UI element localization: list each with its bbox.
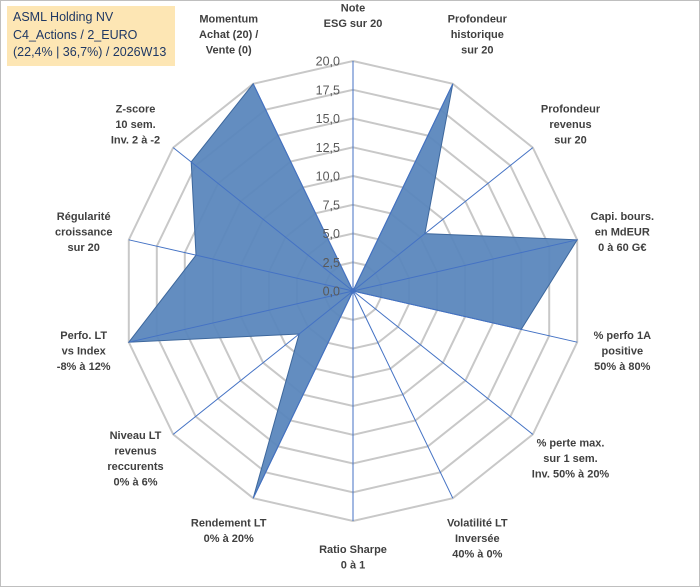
axis-label-line: Perfo. LT — [60, 330, 107, 342]
axis-label-line: Niveau LT — [110, 430, 162, 442]
axis-label-line: Profondeur — [448, 14, 508, 26]
axis-label-line: Inversée — [455, 533, 500, 545]
axis-label-line: sur 1 sem. — [543, 453, 597, 465]
axis-spoke — [352, 239, 578, 292]
axis-label-line: revenus — [114, 445, 156, 457]
tick-label: 10,0 — [316, 170, 340, 184]
axis-label-line: en MdEUR — [595, 226, 650, 238]
axis-label-line: 0% à 20% — [204, 533, 254, 545]
tick-label: 15,0 — [316, 112, 340, 126]
tick-label: 2,5 — [323, 256, 340, 270]
axis-label: Perfo. LT vs Index -8% à 12% — [57, 330, 111, 373]
axis-label-line: Profondeur — [541, 103, 601, 115]
axis-label: Volatilité LT Inversée 40% à 0% — [447, 518, 508, 561]
axis-spoke — [252, 83, 354, 292]
axis-spoke — [352, 290, 534, 435]
axis-label-line: 40% à 0% — [452, 549, 502, 561]
tick-label: 5,0 — [323, 227, 340, 241]
axis-label: % perte max. sur 1 sem. Inv. 50% à 20% — [532, 438, 610, 481]
axis-label-line: sur 20 — [554, 134, 586, 146]
axis-label-line: Rendement LT — [191, 518, 267, 530]
tick-label: 12,5 — [316, 141, 340, 155]
tick-label: 17,5 — [316, 83, 340, 97]
title-line-2: C4_Actions / 2_EURO — [13, 27, 138, 42]
axis-label-line: sur 20 — [67, 242, 99, 254]
axis-label-line: Régularité — [57, 211, 111, 223]
axis-label: Rendement LT 0% à 20% — [191, 518, 267, 546]
axis-label-line: Z-score — [116, 103, 156, 115]
axis-label-line: 0 à 1 — [341, 560, 365, 572]
axis-label: Note ESG sur 20 — [324, 3, 383, 31]
axis-label-line: historique — [451, 29, 504, 41]
axis-label: Z-score 10 sem. Inv. 2 à -2 — [111, 103, 160, 146]
axis-label: Profondeur revenus sur 20 — [541, 103, 601, 146]
axis-spoke — [172, 147, 354, 292]
axis-label-line: croissance — [55, 226, 112, 238]
axis-label: Profondeur historique sur 20 — [448, 14, 508, 57]
axis-spoke — [128, 239, 354, 292]
tick-label: 20,0 — [316, 55, 340, 69]
axis-spoke — [172, 290, 354, 435]
axis-label-layer: Note ESG sur 20 Profondeur historique sur 20… — [55, 3, 654, 572]
axis-spoke — [352, 147, 534, 292]
axis-label-line: revenus — [549, 119, 591, 131]
axis-label-line: % perte max. — [537, 438, 605, 450]
axis-label-line: vs Index — [62, 346, 107, 358]
axis-label-line: Volatilité LT — [447, 518, 508, 530]
series-layer — [127, 61, 579, 521]
axis-label: Ratio Sharpe 0 à 1 — [319, 544, 387, 572]
axis-label: Momentum Achat (20) / Vente (0) — [199, 14, 258, 57]
axis-label-line: Momentum — [199, 14, 258, 26]
tick-layer: 0,0 2,5 5,0 7,5 10,0 12,5 15,0 17,5 20,0 — [316, 55, 340, 299]
axis-label: Capi. bours. en MdEUR 0 à 60 G€ — [591, 211, 655, 254]
axis-label-line: Vente (0) — [206, 45, 252, 57]
axis-label-line: Inv. 2 à -2 — [111, 134, 160, 146]
axis-label-line: Ratio Sharpe — [319, 544, 387, 556]
axis-spoke — [352, 83, 454, 292]
title-box: ASML Holding NV C4_Actions / 2_EURO (22,… — [7, 6, 175, 66]
axis-label-line: ESG sur 20 — [324, 18, 383, 30]
axis-label: % perfo 1A positive 50% à 80% — [594, 330, 652, 373]
axis-label-line: -8% à 12% — [57, 361, 111, 373]
axis-label-line: positive — [602, 346, 644, 358]
axis-label-line: Inv. 50% à 20% — [532, 469, 610, 481]
axis-label-line: reccurents — [107, 461, 163, 473]
axis-label-line: 0 à 60 G€ — [598, 242, 646, 254]
axis-label-line: 50% à 80% — [594, 361, 650, 373]
axis-label-line: Capi. bours. — [591, 211, 655, 223]
axis-spoke — [128, 290, 354, 343]
tick-label: 0,0 — [323, 285, 340, 299]
axis-label-line: 0% à 6% — [113, 476, 157, 488]
axis-label-line: Note — [341, 3, 365, 15]
axis-label: Niveau LT revenus reccurents 0% à 6% — [107, 430, 163, 489]
title-line-1: ASML Holding NV — [13, 10, 114, 24]
axis-spoke — [252, 290, 354, 499]
axis-label-line: sur 20 — [461, 45, 493, 57]
tick-label: 7,5 — [323, 198, 340, 212]
axis-label-line: Achat (20) / — [199, 29, 258, 41]
axis-spoke — [352, 290, 454, 499]
axis-label-line: 10 sem. — [115, 119, 155, 131]
axis-label: Régularité croissance sur 20 — [55, 211, 112, 254]
axis-label-line: % perfo 1A — [594, 330, 652, 342]
axis-spoke — [352, 290, 578, 343]
title-line-3: (22,4% | 36,7%) / 2026W13 — [13, 45, 167, 59]
